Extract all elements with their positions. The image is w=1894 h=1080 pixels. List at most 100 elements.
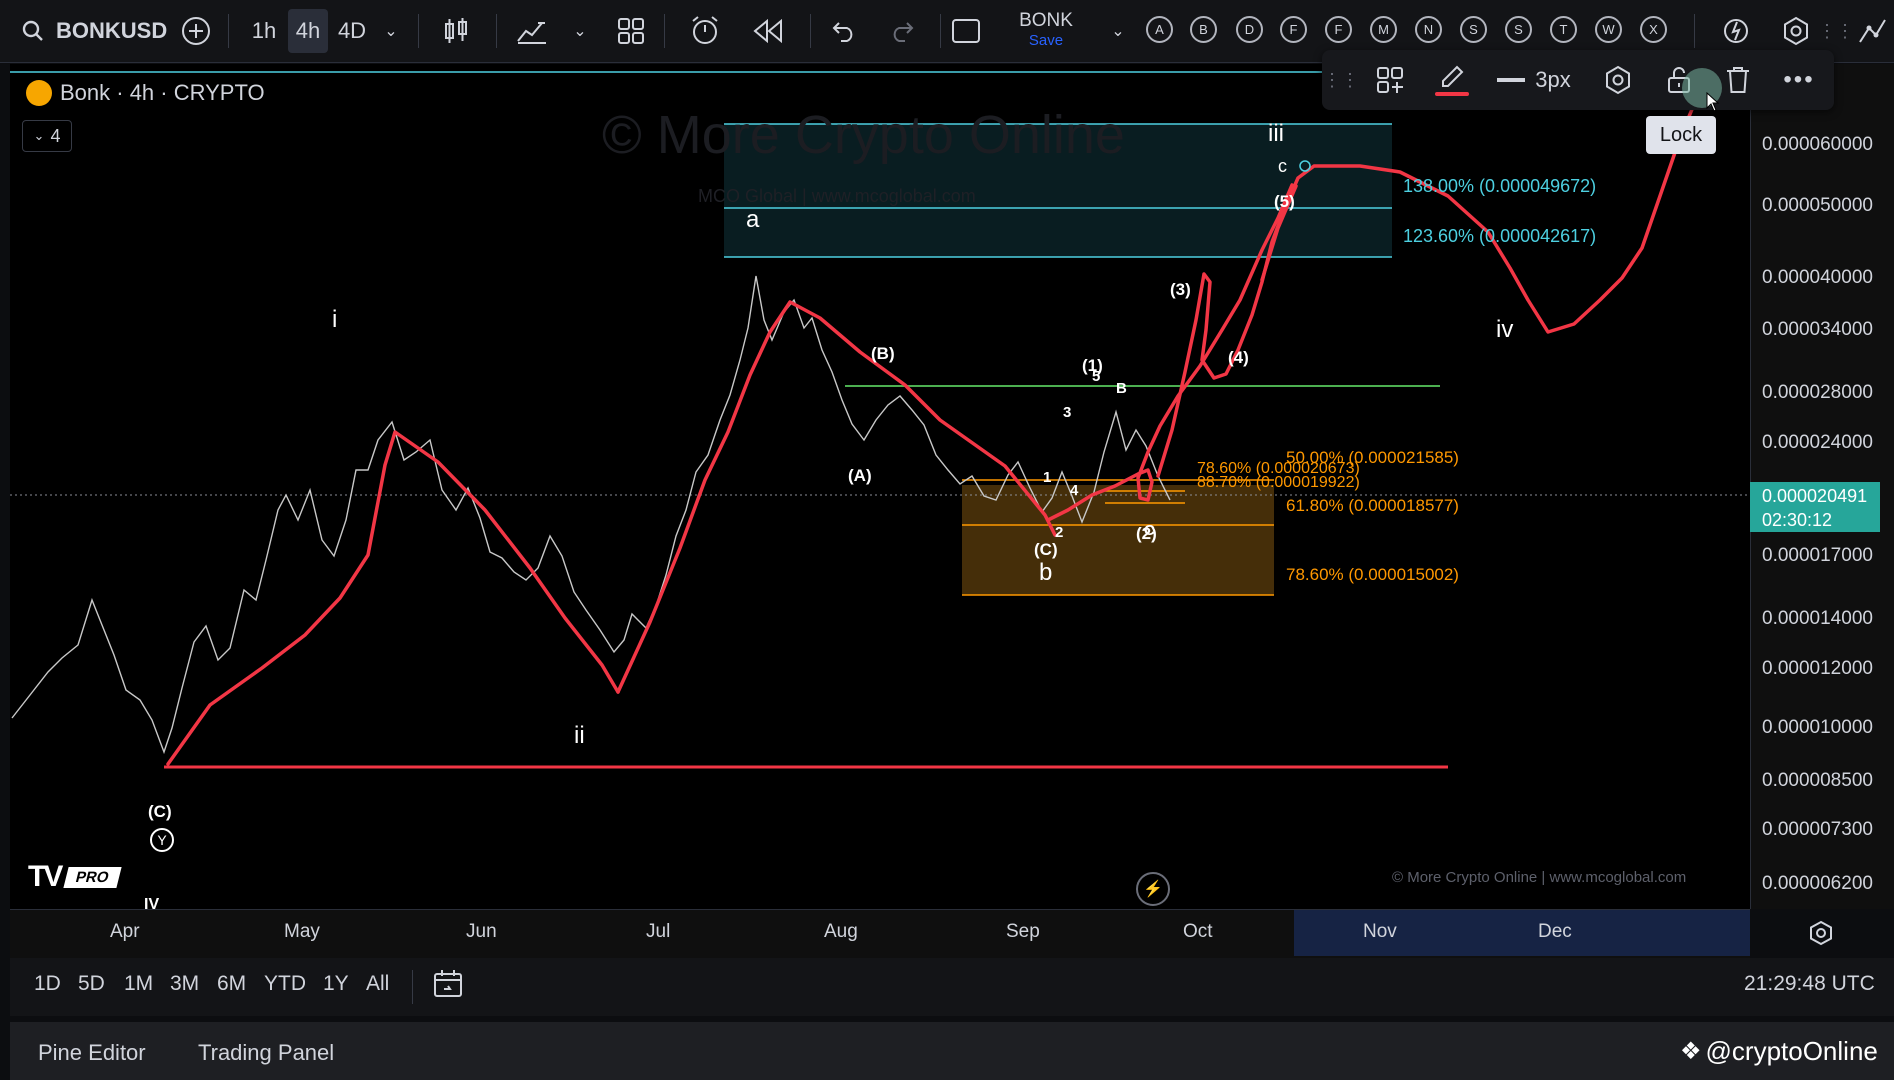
toolbar-separator bbox=[940, 14, 941, 48]
settings-icon[interactable] bbox=[1598, 50, 1638, 110]
line-color-button[interactable] bbox=[1430, 50, 1474, 110]
interval-4d[interactable]: 4D bbox=[337, 18, 367, 43]
range-1d[interactable]: 1D bbox=[34, 972, 61, 995]
fib-label-50: 50.00% (0.000021585) bbox=[1286, 448, 1459, 467]
drawing-toolbar: ⋮⋮ 3px ••• bbox=[1322, 50, 1834, 110]
letter-button-f2[interactable]: F bbox=[1325, 16, 1352, 43]
symbol-search-button[interactable]: BONKUSD bbox=[22, 0, 172, 62]
indicators-icon[interactable] bbox=[514, 0, 550, 62]
utc-clock[interactable]: 21:29:48 UTC bbox=[1744, 972, 1875, 995]
subwave-label-1: 1 bbox=[1043, 469, 1052, 486]
time-axis-selection bbox=[1294, 910, 1750, 956]
settings-icon[interactable] bbox=[1776, 0, 1816, 62]
letter-button-m[interactable]: M bbox=[1370, 16, 1397, 43]
letter-button-w[interactable]: W bbox=[1595, 16, 1622, 43]
chevron-down-icon: ⌄ bbox=[33, 128, 45, 143]
pine-editor-tab[interactable]: Pine Editor bbox=[38, 1040, 146, 1065]
time-axis-label: Aug bbox=[824, 921, 858, 942]
subwave-label-3: 3 bbox=[1063, 404, 1072, 421]
candles-icon[interactable] bbox=[440, 0, 472, 62]
time-axis-label: Oct bbox=[1183, 921, 1213, 942]
calendar-goto-icon[interactable] bbox=[432, 968, 464, 1005]
fullscreen-icon[interactable] bbox=[946, 0, 986, 62]
range-3m[interactable]: 3M bbox=[170, 972, 200, 995]
letter-button-a[interactable]: A bbox=[1146, 16, 1173, 43]
price-axis-label: 0.000017000 bbox=[1762, 545, 1873, 566]
drag-handle-icon[interactable]: ⋮⋮ bbox=[1323, 69, 1359, 90]
subwave-label-C: C bbox=[1144, 522, 1155, 539]
save-button[interactable]: BONK Save bbox=[1010, 0, 1082, 62]
letter-button-x[interactable]: X bbox=[1640, 16, 1667, 43]
time-axis-label: Jul bbox=[646, 921, 671, 942]
chevron-down-icon[interactable]: ⌄ bbox=[384, 23, 398, 40]
pencil-icon bbox=[1442, 65, 1464, 87]
undo-icon[interactable] bbox=[824, 0, 864, 62]
template-icon[interactable] bbox=[1370, 50, 1410, 110]
price-axis-label: 0.000024000 bbox=[1762, 432, 1873, 453]
range-ytd[interactable]: YTD bbox=[264, 972, 306, 995]
fib-label-887: 88.70% (0.000019922) bbox=[1197, 474, 1360, 491]
tradingview-pro-logo: TV PRO bbox=[28, 860, 122, 894]
bottom-bar bbox=[10, 1022, 1894, 1080]
wave-label-A: (A) bbox=[848, 466, 872, 485]
fib-label-786b: 78.60% (0.000015002) bbox=[1286, 565, 1459, 584]
current-price-value: 0.000020491 bbox=[1762, 486, 1868, 506]
indicators-collapse-button[interactable]: ⌄ 4 bbox=[22, 120, 72, 152]
fib-extension-zone bbox=[724, 124, 1392, 257]
chevron-down-icon[interactable]: ⌄ bbox=[1111, 23, 1125, 40]
time-axis-label: Jun bbox=[466, 921, 497, 942]
lightning-icon[interactable]: ⚡ bbox=[1136, 872, 1170, 906]
trading-panel-tab[interactable]: Trading Panel bbox=[198, 1040, 335, 1065]
wave-label-1: (1) bbox=[1082, 356, 1103, 375]
wave-label-4: (4) bbox=[1228, 348, 1249, 367]
range-6m[interactable]: 6M bbox=[217, 972, 247, 995]
redo-icon[interactable] bbox=[882, 0, 922, 62]
symbol-legend[interactable]: Bonk · 4h · CRYPTO bbox=[26, 80, 265, 106]
chevron-down-icon[interactable]: ⌄ bbox=[573, 23, 587, 40]
interval-4h[interactable]: 4h bbox=[288, 9, 328, 53]
wave-drawing-4 bbox=[1156, 93, 1700, 478]
save-label: Save bbox=[1028, 32, 1064, 49]
time-axis-label: Dec bbox=[1538, 921, 1572, 942]
letter-button-f[interactable]: F bbox=[1280, 16, 1307, 43]
line-width-button[interactable]: 3px bbox=[1494, 50, 1574, 110]
letter-button-t[interactable]: T bbox=[1550, 16, 1577, 43]
range-1m[interactable]: 1M bbox=[124, 972, 154, 995]
channel-handle: ❖ @cryptoOnline bbox=[1680, 1036, 1878, 1067]
replay-icon[interactable] bbox=[748, 0, 788, 62]
letter-button-s[interactable]: S bbox=[1460, 16, 1487, 43]
interval-1h[interactable]: 1h bbox=[251, 18, 277, 43]
axis-settings-icon[interactable] bbox=[1808, 920, 1834, 951]
wave-label-iii: iii bbox=[1268, 120, 1284, 147]
range-5d[interactable]: 5D bbox=[78, 972, 105, 995]
quick-search-icon[interactable] bbox=[1716, 0, 1756, 62]
add-symbol-button[interactable] bbox=[176, 0, 216, 62]
fib-label-138: 138.00% (0.000049672) bbox=[1403, 176, 1597, 196]
letter-button-s2[interactable]: S bbox=[1505, 16, 1532, 43]
line-width-value: 3px bbox=[1535, 67, 1571, 92]
price-axis-label: 0.000014000 bbox=[1762, 608, 1873, 629]
drag-handle-icon[interactable]: ⋮⋮ bbox=[1818, 20, 1854, 41]
drawing-tools-icon[interactable] bbox=[1854, 0, 1890, 62]
subwave-label-5: 5 bbox=[1092, 368, 1101, 385]
wave-label-5: (5) bbox=[1274, 192, 1295, 211]
more-options-icon[interactable]: ••• bbox=[1783, 66, 1815, 93]
fib-retracement-zone bbox=[962, 485, 1274, 595]
wave-drawing-3 bbox=[1046, 183, 1294, 522]
wave-label-C-low: (C) bbox=[148, 802, 172, 821]
range-all[interactable]: All bbox=[366, 972, 390, 995]
letter-button-b[interactable]: B bbox=[1190, 16, 1217, 43]
diamond-logo-icon: ❖ bbox=[1680, 1038, 1702, 1065]
wave-label-C: (C) bbox=[1034, 540, 1058, 559]
letter-button-d[interactable]: D bbox=[1236, 16, 1263, 43]
lock-tooltip: Lock bbox=[1646, 116, 1716, 154]
range-1y[interactable]: 1Y bbox=[323, 972, 349, 995]
alert-icon[interactable] bbox=[686, 0, 726, 62]
wave-label-i: i bbox=[332, 306, 338, 333]
chart-canvas[interactable]: © More Crypto Online MCO Global | www.mc… bbox=[10, 64, 1750, 913]
subwave-label-B: B bbox=[1116, 380, 1127, 397]
layout-grid-icon[interactable] bbox=[614, 0, 648, 62]
wave-drawing-5 bbox=[1260, 184, 1298, 282]
trash-icon[interactable] bbox=[1718, 50, 1758, 110]
letter-button-n[interactable]: N bbox=[1415, 16, 1442, 43]
